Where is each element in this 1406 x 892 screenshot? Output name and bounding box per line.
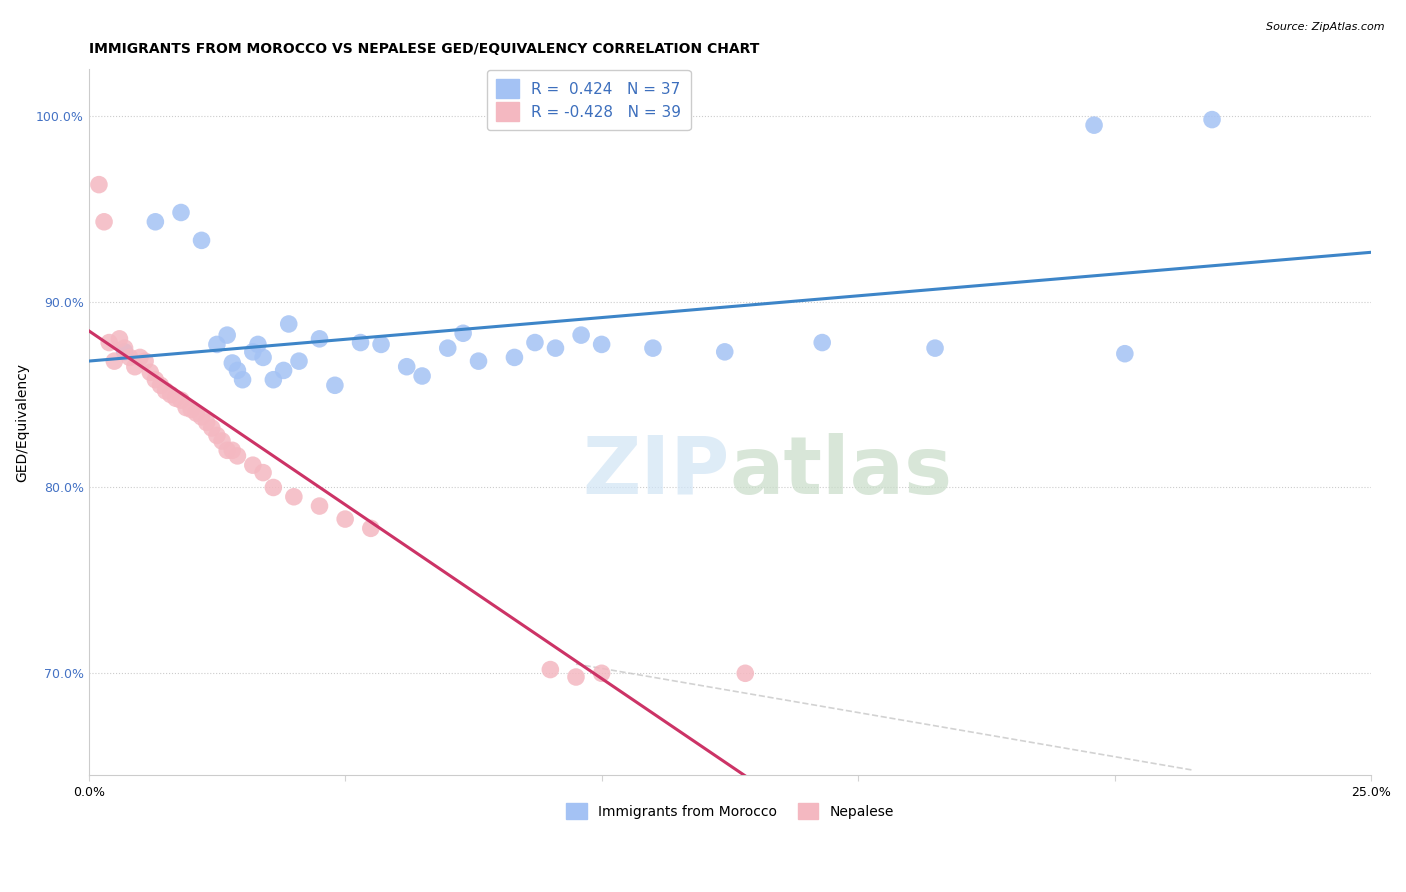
Point: [93, 215, 115, 229]
Point: [1083, 118, 1105, 132]
Point: [395, 359, 418, 374]
Point: [411, 369, 433, 384]
Point: [190, 233, 212, 247]
Text: Source: ZipAtlas.com: Source: ZipAtlas.com: [1267, 22, 1385, 32]
Point: [159, 387, 181, 401]
Point: [467, 354, 489, 368]
Point: [118, 351, 141, 365]
Text: IMMIGRANTS FROM MOROCCO VS NEPALESE GED/EQUIVALENCY CORRELATION CHART: IMMIGRANTS FROM MOROCCO VS NEPALESE GED/…: [89, 42, 759, 56]
Point: [308, 499, 330, 513]
Point: [226, 363, 249, 377]
Point: [221, 443, 243, 458]
Point: [451, 326, 474, 341]
Point: [349, 335, 371, 350]
Point: [591, 337, 613, 351]
Point: [139, 365, 162, 379]
Point: [288, 354, 311, 368]
Point: [544, 341, 567, 355]
Point: [246, 337, 269, 351]
Point: [242, 344, 264, 359]
Point: [360, 521, 382, 535]
Point: [277, 317, 299, 331]
Point: [221, 356, 243, 370]
Point: [273, 363, 295, 377]
Point: [217, 328, 239, 343]
Point: [641, 341, 664, 355]
Point: [149, 378, 172, 392]
Point: [713, 344, 735, 359]
Point: [523, 335, 546, 350]
Point: [308, 332, 330, 346]
Point: [591, 666, 613, 681]
Text: ZIP: ZIP: [582, 433, 730, 511]
Point: [242, 458, 264, 473]
Point: [165, 392, 187, 406]
Point: [226, 449, 249, 463]
Point: [114, 344, 136, 359]
Point: [170, 205, 193, 219]
Point: [87, 178, 110, 192]
Point: [98, 335, 121, 350]
Point: [252, 466, 274, 480]
Point: [569, 328, 592, 343]
Point: [145, 373, 167, 387]
Point: [201, 421, 224, 435]
Point: [190, 409, 212, 424]
Point: [174, 401, 197, 415]
Point: [108, 332, 131, 346]
Point: [924, 341, 946, 355]
Point: [134, 354, 156, 368]
Point: [155, 384, 177, 398]
Point: [217, 443, 239, 458]
Point: [114, 341, 136, 355]
Point: [1201, 112, 1223, 127]
Point: [323, 378, 346, 392]
Point: [503, 351, 526, 365]
Point: [811, 335, 834, 350]
Point: [145, 215, 167, 229]
Point: [1114, 347, 1136, 361]
Point: [283, 490, 305, 504]
Text: atlas: atlas: [730, 433, 953, 511]
Point: [124, 359, 146, 374]
Point: [180, 402, 202, 417]
Point: [205, 428, 228, 442]
Point: [129, 351, 152, 365]
Point: [333, 512, 356, 526]
Point: [205, 337, 228, 351]
Point: [436, 341, 458, 355]
Point: [262, 481, 284, 495]
Y-axis label: GED/Equivalency: GED/Equivalency: [15, 363, 30, 482]
Point: [252, 351, 274, 365]
Point: [103, 354, 125, 368]
Point: [170, 393, 193, 408]
Point: [538, 663, 561, 677]
Point: [186, 406, 208, 420]
Point: [734, 666, 756, 681]
Legend: Immigrants from Morocco, Nepalese: Immigrants from Morocco, Nepalese: [560, 797, 900, 825]
Point: [211, 434, 233, 448]
Point: [195, 416, 218, 430]
Point: [262, 373, 284, 387]
Point: [565, 670, 588, 684]
Point: [370, 337, 392, 351]
Point: [232, 373, 254, 387]
